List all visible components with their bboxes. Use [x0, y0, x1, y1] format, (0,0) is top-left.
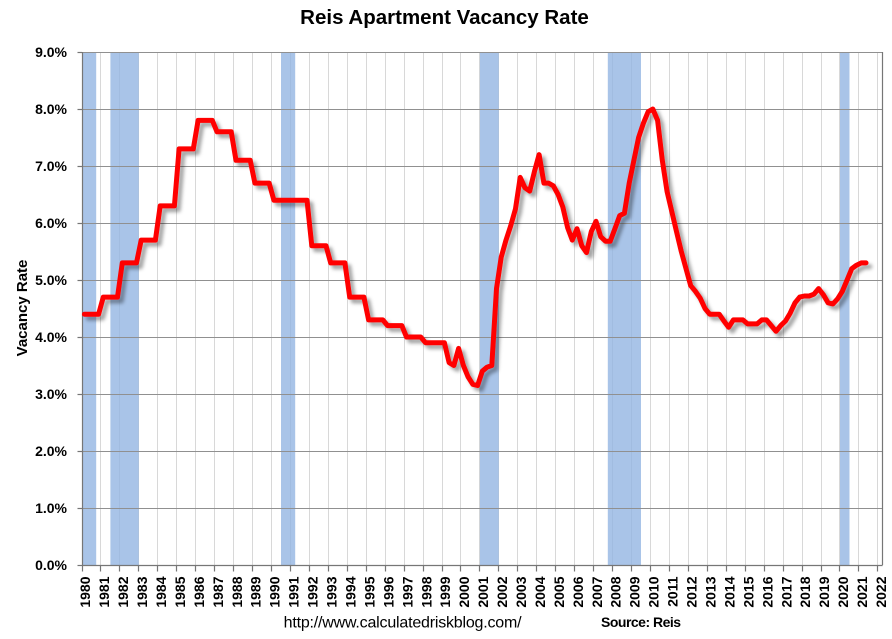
svg-text:2011: 2011 [665, 576, 681, 607]
svg-text:2019: 2019 [816, 576, 832, 607]
svg-text:6.0%: 6.0% [35, 215, 67, 231]
svg-text:2002: 2002 [494, 576, 510, 607]
svg-text:7.0%: 7.0% [35, 158, 67, 174]
svg-text:2.0%: 2.0% [35, 443, 67, 459]
svg-text:2016: 2016 [759, 576, 775, 607]
svg-text:2007: 2007 [589, 576, 605, 607]
svg-text:2013: 2013 [703, 576, 719, 607]
svg-text:1994: 1994 [343, 576, 359, 607]
svg-text:2018: 2018 [797, 576, 813, 607]
svg-text:9.0%: 9.0% [35, 44, 67, 60]
svg-text:0.0%: 0.0% [35, 557, 67, 573]
svg-text:2001: 2001 [475, 576, 491, 607]
svg-text:1984: 1984 [153, 576, 169, 607]
svg-text:1997: 1997 [399, 576, 415, 607]
svg-text:1.0%: 1.0% [35, 500, 67, 516]
svg-text:1987: 1987 [210, 576, 226, 607]
svg-text:2012: 2012 [684, 576, 700, 607]
svg-text:1995: 1995 [361, 576, 377, 607]
svg-text:Source: Reis: Source: Reis [601, 614, 681, 630]
svg-text:1991: 1991 [286, 576, 302, 607]
svg-text:2003: 2003 [513, 576, 529, 607]
svg-text:1992: 1992 [305, 576, 321, 607]
svg-text:3.0%: 3.0% [35, 386, 67, 402]
svg-text:2017: 2017 [778, 576, 794, 607]
svg-text:2014: 2014 [721, 576, 737, 607]
svg-text:2022: 2022 [873, 576, 889, 607]
svg-text:2004: 2004 [532, 576, 548, 607]
svg-text:4.0%: 4.0% [35, 329, 67, 345]
svg-text:2020: 2020 [835, 576, 851, 607]
svg-text:2006: 2006 [570, 576, 586, 607]
svg-text:1990: 1990 [267, 576, 283, 607]
svg-text:1980: 1980 [77, 576, 93, 607]
svg-text:1998: 1998 [418, 576, 434, 607]
svg-text:http://www.calculatedriskblog.: http://www.calculatedriskblog.com/ [284, 615, 523, 632]
svg-text:1988: 1988 [229, 576, 245, 607]
svg-text:1985: 1985 [172, 576, 188, 607]
svg-text:5.0%: 5.0% [35, 272, 67, 288]
svg-text:2008: 2008 [608, 576, 624, 607]
svg-text:Vacancy Rate: Vacancy Rate [14, 260, 31, 357]
svg-text:1989: 1989 [248, 576, 264, 607]
svg-text:1993: 1993 [324, 576, 340, 607]
svg-text:2015: 2015 [740, 576, 756, 607]
svg-text:1981: 1981 [96, 576, 112, 607]
svg-text:1996: 1996 [380, 576, 396, 607]
svg-text:1982: 1982 [115, 576, 131, 607]
svg-text:Reis Apartment Vacancy Rate: Reis Apartment Vacancy Rate [300, 6, 589, 29]
svg-text:1999: 1999 [437, 576, 453, 607]
svg-text:1986: 1986 [191, 576, 207, 607]
svg-text:2009: 2009 [627, 576, 643, 607]
svg-text:8.0%: 8.0% [35, 101, 67, 117]
svg-text:2021: 2021 [854, 576, 870, 607]
svg-text:1983: 1983 [134, 576, 150, 607]
svg-text:2000: 2000 [456, 576, 472, 607]
svg-text:2005: 2005 [551, 576, 567, 607]
svg-text:2010: 2010 [646, 576, 662, 607]
